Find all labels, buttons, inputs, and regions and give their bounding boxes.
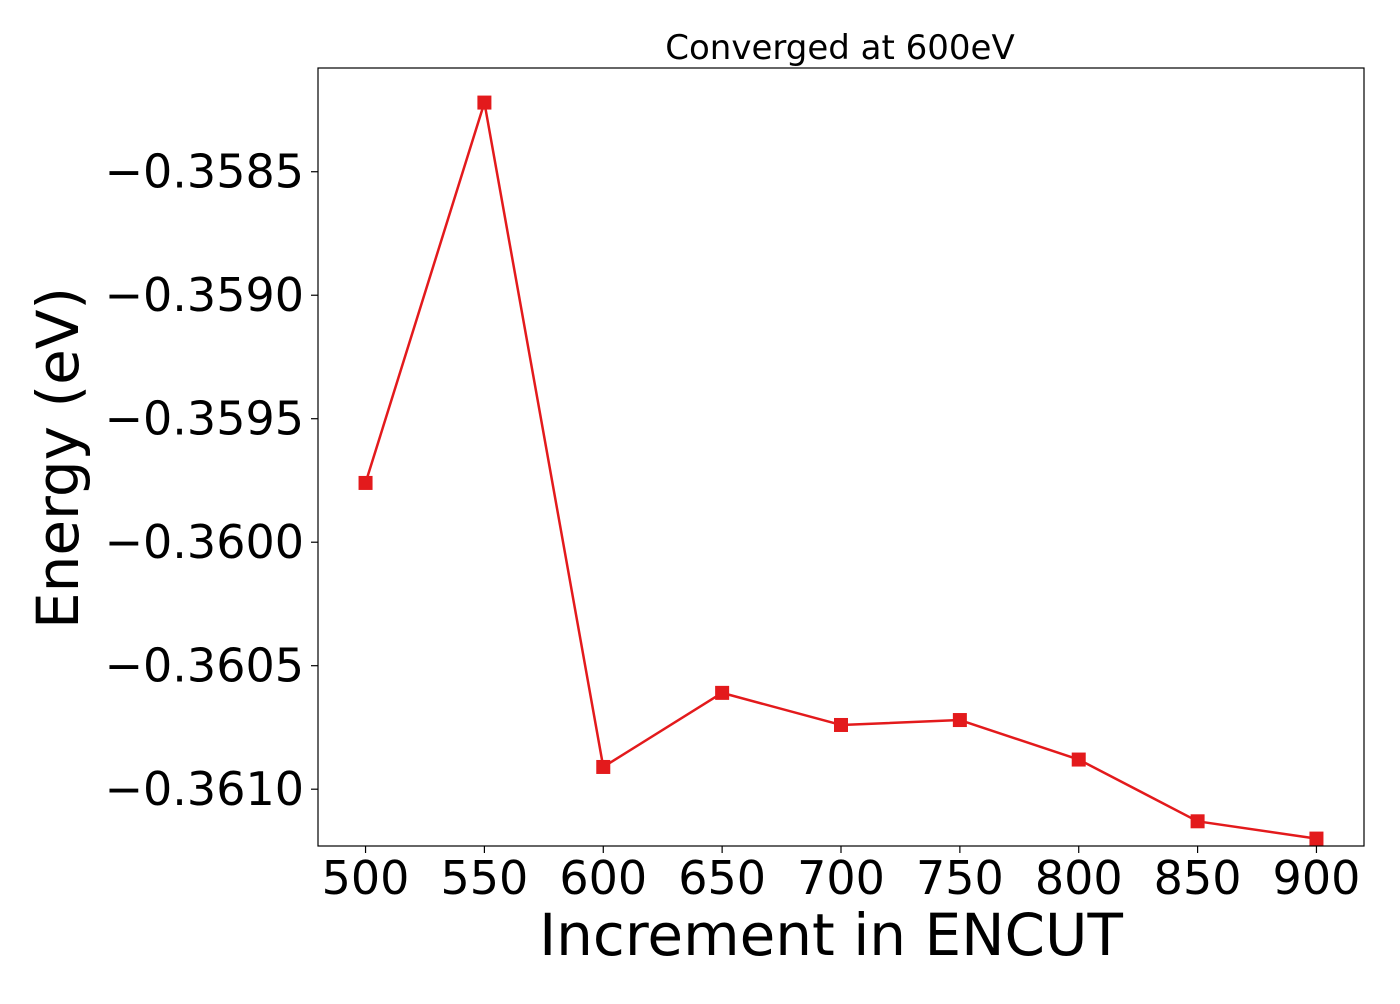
chart-title: Converged at 600eV <box>665 28 1014 68</box>
y-tick-label: −0.3595 <box>105 392 305 446</box>
x-tick-label: 700 <box>797 851 885 905</box>
x-tick-label: 900 <box>1273 851 1361 905</box>
y-tick-label: −0.3585 <box>105 145 305 199</box>
plot-area <box>358 95 1324 846</box>
x-tick-label: 550 <box>441 851 529 905</box>
x-tick-label: 750 <box>916 851 1004 905</box>
y-tick-label: −0.3590 <box>105 268 305 322</box>
x-tick-label: 600 <box>559 851 647 905</box>
axes-frame <box>317 67 1365 847</box>
data-point-marker <box>952 713 967 728</box>
data-point-marker <box>477 95 492 110</box>
x-axis-title: Increment in ENCUT <box>539 901 1123 969</box>
y-axis-title: Energy (eV) <box>24 287 92 629</box>
data-point-marker <box>1071 752 1086 767</box>
y-axis-ticks: −0.3585 −0.3590 −0.3595 −0.3600 −0.3605 −0.36… <box>105 145 318 816</box>
x-axis-ticks: 500 550 600 650 700 750 800 850 900 <box>322 846 1361 905</box>
data-point-marker <box>834 717 848 732</box>
x-tick-label: 800 <box>1035 851 1123 905</box>
data-point-marker <box>715 685 730 700</box>
data-point-marker <box>358 475 373 490</box>
y-tick-label: −0.3600 <box>105 515 305 569</box>
data-point-marker <box>1190 814 1205 829</box>
data-point-marker <box>596 759 611 774</box>
y-tick-label: −0.3605 <box>105 639 305 693</box>
y-tick-label: −0.3610 <box>105 762 305 816</box>
x-tick-label: 500 <box>322 851 410 905</box>
x-tick-label: 650 <box>678 851 766 905</box>
data-point-marker <box>1309 831 1324 846</box>
x-tick-label: 850 <box>1154 851 1242 905</box>
